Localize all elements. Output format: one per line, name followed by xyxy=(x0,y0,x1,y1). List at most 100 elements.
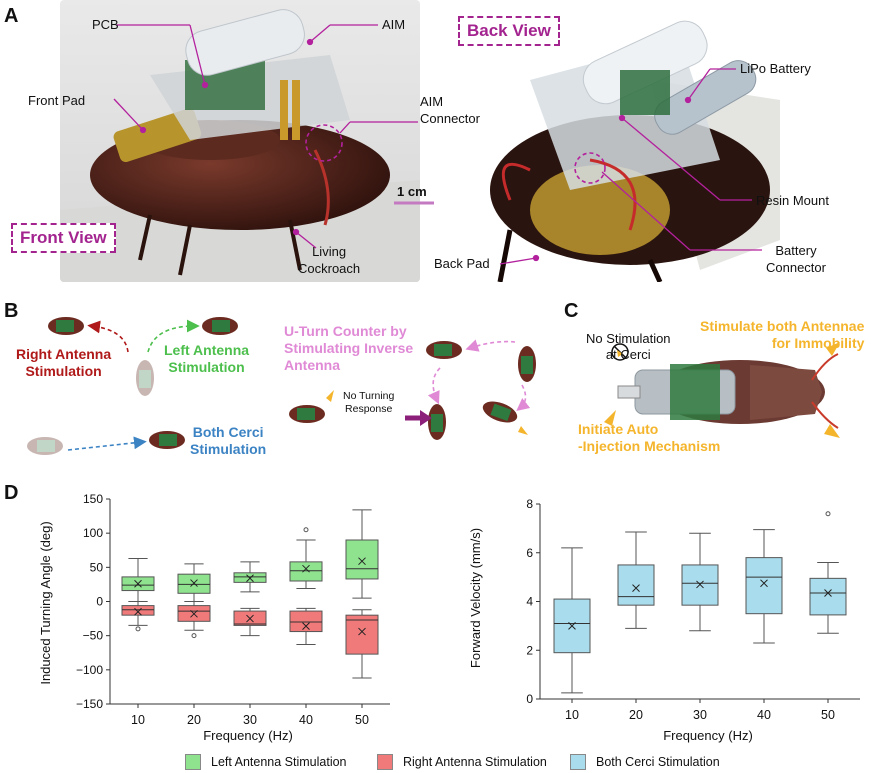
box-iqr xyxy=(345,539,379,580)
back-view-tag: Back View xyxy=(458,16,560,46)
box-iqr xyxy=(345,614,379,655)
mean-marker xyxy=(134,579,142,588)
box-both-cerci-stimulation-10 xyxy=(553,547,591,694)
chart2-xlabel: Frequency (Hz) xyxy=(663,728,753,743)
mean-marker xyxy=(358,557,366,566)
legend-swatch-red xyxy=(377,754,393,770)
panel-b-diagram xyxy=(27,317,536,455)
label-back-pad: Back Pad xyxy=(434,256,490,271)
panel-c-diagram xyxy=(604,342,840,438)
mean-marker xyxy=(246,614,254,623)
legend-right-antenna: Right Antenna Stimulation xyxy=(377,754,547,770)
y-tick-label: 2 xyxy=(526,643,533,657)
panel-letter-a: A xyxy=(4,5,19,27)
label-both-cerci-line2: Stimulation xyxy=(190,441,267,457)
front-view-tag: Front View xyxy=(11,223,116,253)
label-aim-connector-line2: Connector xyxy=(420,111,480,126)
label-no-stim-line1: No Stimulation xyxy=(586,331,671,346)
legend-label-left: Left Antenna Stimulation xyxy=(211,755,347,769)
x-tick-label: 50 xyxy=(821,708,835,722)
x-tick-label: 30 xyxy=(243,713,257,727)
box-iqr xyxy=(289,610,323,633)
label-right-antenna-line2: Stimulation xyxy=(25,363,102,379)
outlier-point xyxy=(191,633,197,639)
label-aim-connector-line1: AIM xyxy=(420,94,444,109)
label-living-line1: Living xyxy=(312,244,347,259)
x-tick-label: 50 xyxy=(355,713,369,727)
box-both-cerci-stimulation-20 xyxy=(617,531,655,629)
outlier-point xyxy=(303,527,309,533)
chart1-xlabel: Frequency (Hz) xyxy=(203,728,293,743)
back-view-photo xyxy=(470,0,780,282)
label-right-antenna-stim: Right Antenna Stimulation xyxy=(16,346,111,380)
box-left-antenna-stimulation-40 xyxy=(289,527,323,590)
scale-bar-label: 1 cm xyxy=(397,184,427,199)
y-tick-label: −150 xyxy=(76,697,103,711)
legend-left-antenna: Left Antenna Stimulation xyxy=(185,754,347,770)
mean-marker xyxy=(190,579,198,587)
y-tick-label: 50 xyxy=(90,560,104,574)
legend-label-cerci: Both Cerci Stimulation xyxy=(596,755,720,769)
y-tick-label: 150 xyxy=(83,492,103,506)
mean-marker xyxy=(302,622,310,630)
x-tick-label: 30 xyxy=(693,708,707,722)
y-tick-label: 0 xyxy=(526,692,533,706)
chart2-ylabel: Forward Velocity (mm/s) xyxy=(468,528,483,668)
label-uturn-counter: U-Turn Counter by Stimulating Inverse An… xyxy=(284,323,413,374)
box-iqr xyxy=(745,557,783,615)
box-iqr xyxy=(617,564,655,606)
y-tick-label: 0 xyxy=(96,595,103,609)
label-left-antenna-stim: Left Antenna Stimulation xyxy=(164,342,249,376)
box-right-antenna-stimulation-20 xyxy=(177,601,211,639)
legend-both-cerci: Both Cerci Stimulation xyxy=(570,754,720,770)
label-auto-injection: Initiate Auto -Injection Mechanism xyxy=(578,421,720,455)
box-left-antenna-stimulation-20 xyxy=(177,563,211,602)
label-battery-connector: Battery Connector xyxy=(766,242,826,276)
mean-marker xyxy=(760,579,768,588)
legend-swatch-green xyxy=(185,754,201,770)
label-uturn-line2: Stimulating Inverse xyxy=(284,340,414,356)
label-pcb: PCB xyxy=(92,17,119,32)
label-uturn-line1: U-Turn Counter by xyxy=(284,323,407,339)
mean-marker xyxy=(358,627,366,636)
label-left-antenna-line1: Left Antenna xyxy=(164,342,250,358)
label-living-cockroach: Living Cockroach xyxy=(298,243,360,277)
legend-label-right: Right Antenna Stimulation xyxy=(403,755,547,769)
label-no-stim-line2: at Cerci xyxy=(605,347,651,362)
front-view-photo xyxy=(60,0,420,282)
label-antennae-line2: for Immobility xyxy=(771,335,865,351)
box-both-cerci-stimulation-50 xyxy=(809,511,847,634)
label-right-antenna-line1: Right Antenna xyxy=(16,346,112,362)
label-left-antenna-line2: Stimulation xyxy=(168,359,245,375)
outlier-point xyxy=(135,626,141,632)
label-battery-line1: Battery xyxy=(775,243,817,258)
label-no-turning-line2: Response xyxy=(345,403,393,415)
panel-letter-d: D xyxy=(4,482,19,504)
roach-icons xyxy=(27,317,536,455)
label-stim-both-antennae: Stimulate both Antennae for Immobility xyxy=(700,318,864,352)
label-both-cerci-stim: Both Cerci Stimulation xyxy=(190,424,266,458)
box-both-cerci-stimulation-30 xyxy=(681,532,719,632)
x-tick-label: 20 xyxy=(629,708,643,722)
y-tick-label: 8 xyxy=(526,497,533,511)
label-uturn-line3: Antenna xyxy=(284,357,340,373)
box-both-cerci-stimulation-40 xyxy=(745,529,783,644)
x-tick-label: 20 xyxy=(187,713,201,727)
x-tick-label: 40 xyxy=(299,713,313,727)
label-no-stim-cerci: No Stimulation at Cerci xyxy=(586,331,671,363)
forward-velocity-chart: Forward Velocity (mm/s) Frequency (Hz) 8… xyxy=(468,497,860,743)
turning-angle-chart: Induced Turning Angle (deg) Frequency (H… xyxy=(38,492,390,743)
box-left-antenna-stimulation-50 xyxy=(345,509,379,599)
label-front-pad: Front Pad xyxy=(28,93,86,108)
y-tick-label: 4 xyxy=(526,595,533,609)
mean-marker xyxy=(302,564,310,573)
label-no-turning: No Turning Response xyxy=(343,390,394,416)
box-iqr xyxy=(809,577,847,616)
mean-marker xyxy=(190,609,198,618)
label-resin-mount: Resin Mount xyxy=(756,193,829,208)
label-battery-line2: Connector xyxy=(766,260,826,275)
panel-letter-b: B xyxy=(4,300,19,322)
mean-marker xyxy=(824,589,832,597)
label-aim: AIM xyxy=(382,17,406,32)
label-auto-line2: -Injection Mechanism xyxy=(578,438,721,454)
